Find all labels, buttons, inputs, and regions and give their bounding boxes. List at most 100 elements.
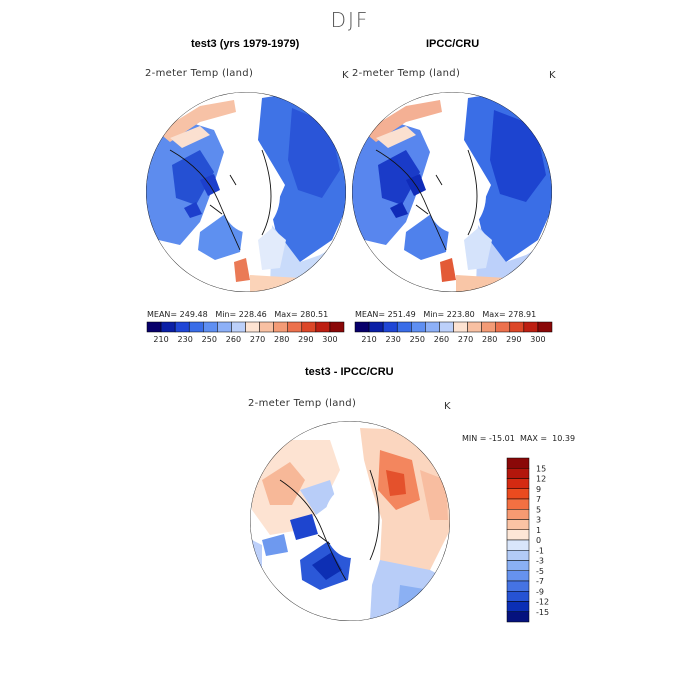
colorbar-3-swatch	[506, 611, 530, 623]
colorbar-2-tick-label: 280	[482, 335, 497, 344]
panel-1-variable: 2-meter Temp (land)	[145, 68, 254, 79]
map-panel-1	[146, 92, 346, 292]
panel-2-mean: 251.49	[387, 310, 416, 319]
colorbar-1-swatch	[217, 321, 232, 333]
panel-1-unit: K	[342, 70, 349, 81]
colorbar-2-swatch	[368, 321, 384, 333]
colorbar-2-tick-label: 270	[458, 335, 473, 344]
colorbar-3-tick-label: -7	[536, 577, 544, 586]
colorbar-3-tick-label: 1	[536, 526, 541, 535]
colorbar-panel-2: 210 230 250 260 270 280 290 300	[354, 321, 553, 344]
colorbar-3-swatch	[506, 457, 530, 469]
panel-3-stats: MIN = -15.01 MAX = 10.39	[462, 434, 576, 443]
colorbar-1-swatch	[174, 321, 190, 333]
colorbar-2-swatch	[439, 321, 454, 333]
colorbar-2-swatch	[509, 321, 525, 333]
colorbar-3-swatch	[506, 529, 530, 541]
colorbar-3-swatch	[506, 591, 530, 602]
colorbar-3-swatch	[506, 478, 530, 489]
colorbar-1-swatch	[273, 321, 288, 333]
colorbar-3-swatch	[506, 570, 530, 582]
colorbar-1-tick-label: 280	[274, 335, 289, 344]
map-panel-3	[250, 421, 450, 621]
panel-3-min: -15.01	[489, 434, 515, 443]
colorbar-1-tick-label: 230	[178, 335, 193, 344]
colorbar-2-tick-label: 230	[386, 335, 401, 344]
colorbar-2-swatch	[411, 321, 426, 333]
colorbar-2-swatch	[382, 321, 398, 333]
colorbar-2-swatch	[396, 321, 412, 333]
colorbar-2-swatch	[453, 321, 468, 333]
colorbar-2-swatch	[537, 321, 553, 333]
panel-2-stats: MEAN= 251.49 Min= 223.80 Max= 278.91	[355, 310, 537, 319]
colorbar-3-tick-label: 3	[536, 516, 541, 525]
colorbar-2-swatch	[354, 321, 370, 333]
colorbar-3-swatch	[506, 580, 530, 592]
colorbar-1-swatch	[315, 321, 331, 333]
colorbar-3-tick-label: -9	[536, 587, 544, 596]
colorbar-1-tick-label: 210	[153, 335, 168, 344]
colorbar-1-tick-label: 300	[322, 335, 337, 344]
colorbar-3-tick-label: -5	[536, 567, 544, 576]
colorbar-3-swatch	[506, 498, 530, 510]
colorbar-3-tick-label: 0	[536, 536, 541, 545]
panel-2-variable: 2-meter Temp (land)	[352, 68, 461, 79]
panel-1-stats: MEAN= 249.48 Min= 228.46 Max= 280.51	[147, 310, 329, 319]
colorbar-3-tick-label: -1	[536, 546, 544, 555]
colorbar-1-swatch	[203, 321, 218, 333]
colorbar-1-tick-label: 250	[202, 335, 217, 344]
colorbar-3-tick-label: 5	[536, 505, 541, 514]
colorbar-3-swatch	[506, 519, 530, 530]
colorbar-2-tick-label: 210	[361, 335, 376, 344]
colorbar-3-tick-label: -3	[536, 557, 544, 566]
season-title: DJF	[330, 8, 370, 32]
colorbar-3-tick-label: 12	[536, 475, 546, 484]
panel-1-max: 280.51	[300, 310, 329, 319]
colorbar-1-swatch	[287, 321, 303, 333]
colorbar-3-tick-label: 9	[536, 485, 541, 494]
colorbar-3-tick-label: 7	[536, 495, 541, 504]
colorbar-1-tick-label: 290	[298, 335, 313, 344]
colorbar-1-swatch	[188, 321, 204, 333]
colorbar-3-swatch	[506, 550, 530, 561]
panel-2-max: 278.91	[508, 310, 537, 319]
panel-1-title: test3 (yrs 1979-1979)	[191, 38, 300, 50]
panel-1-min: 228.46	[238, 310, 267, 319]
colorbar-3-swatch	[506, 488, 530, 500]
panel-2-min: 223.80	[446, 310, 475, 319]
colorbar-1-tick-label: 260	[226, 335, 241, 344]
colorbar-1-swatch	[231, 321, 246, 333]
colorbar-panel-1: 210 230 250 260 270 280 290 300	[146, 321, 345, 344]
colorbar-2-tick-label: 260	[434, 335, 449, 344]
colorbar-1-swatch	[329, 321, 345, 333]
colorbar-1-swatch	[160, 321, 176, 333]
colorbar-3-swatch	[506, 468, 530, 479]
panel-3-variable: 2-meter Temp (land)	[248, 398, 357, 409]
colorbar-3-swatch	[506, 539, 530, 551]
colorbar-2-swatch	[495, 321, 511, 333]
colorbar-1-swatch	[146, 321, 162, 333]
colorbar-2-tick-label: 290	[506, 335, 521, 344]
panel-2-title: IPCC/CRU	[426, 38, 480, 50]
colorbar-1-tick-label: 270	[250, 335, 265, 344]
colorbar-3-tick-label: 15	[536, 464, 546, 473]
colorbar-3-tick-label: -12	[536, 598, 549, 607]
panel-3-unit: K	[444, 401, 451, 412]
colorbar-2-swatch	[467, 321, 482, 333]
panel-3-title: test3 - IPCC/CRU	[305, 366, 394, 378]
panel-2-unit: K	[549, 70, 556, 81]
panel-1-mean: 249.48	[179, 310, 208, 319]
colorbar-1-swatch	[301, 321, 317, 333]
colorbar-1-swatch	[245, 321, 260, 333]
colorbar-3-swatch	[506, 560, 530, 571]
colorbar-2-swatch	[523, 321, 539, 333]
colorbar-3-swatch	[506, 509, 530, 520]
colorbar-2-tick-label: 250	[410, 335, 425, 344]
colorbar-3-tick-label: -15	[536, 608, 549, 617]
colorbar-2-swatch	[425, 321, 440, 333]
colorbar-1-swatch	[259, 321, 274, 333]
panel-3-max: 10.39	[552, 434, 576, 443]
map-panel-2	[352, 92, 552, 292]
